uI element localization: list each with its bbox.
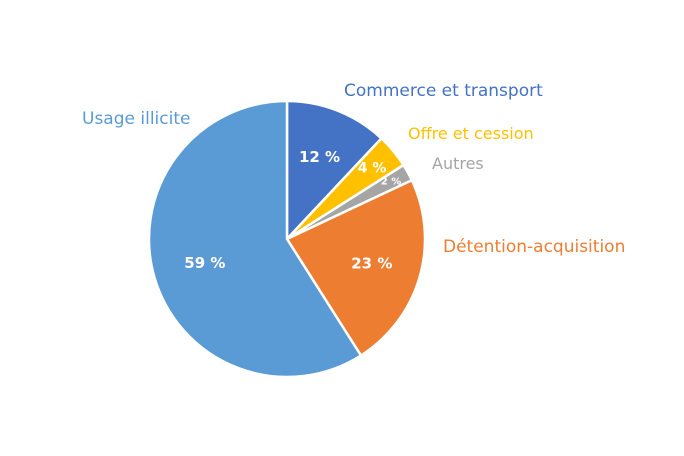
slice-percentage-autres: 2 % xyxy=(381,176,401,187)
slices-layer xyxy=(147,99,427,379)
pie-slice-usage-illicite xyxy=(147,99,363,379)
category-label-offre-et-cession: Offre et cession xyxy=(408,124,534,143)
slice-percentage-detention-acquisition: 23 % xyxy=(351,255,392,273)
category-label-detention-acquisition: Détention-acquisition xyxy=(443,237,625,257)
pie-slice-detention-acquisition xyxy=(285,178,427,357)
category-label-usage-illicite: Usage illicite xyxy=(82,109,190,129)
category-labels-layer: Commerce et transport Offre et cession Aut… xyxy=(82,81,625,257)
percentage-labels-layer: 12 % 4 %2 % 23 % 59 % xyxy=(184,148,401,273)
slice-percentage-commerce-et-transport: 12 % xyxy=(299,148,340,166)
pie-slice-commerce-et-transport xyxy=(285,99,383,241)
category-label-autres: Autres xyxy=(432,154,484,173)
slice-percentage-usage-illicite: 59 % xyxy=(184,254,225,272)
category-label-commerce-et-transport: Commerce et transport xyxy=(344,81,543,101)
slice-percentage-offre-et-cession: 4 % xyxy=(358,161,387,177)
